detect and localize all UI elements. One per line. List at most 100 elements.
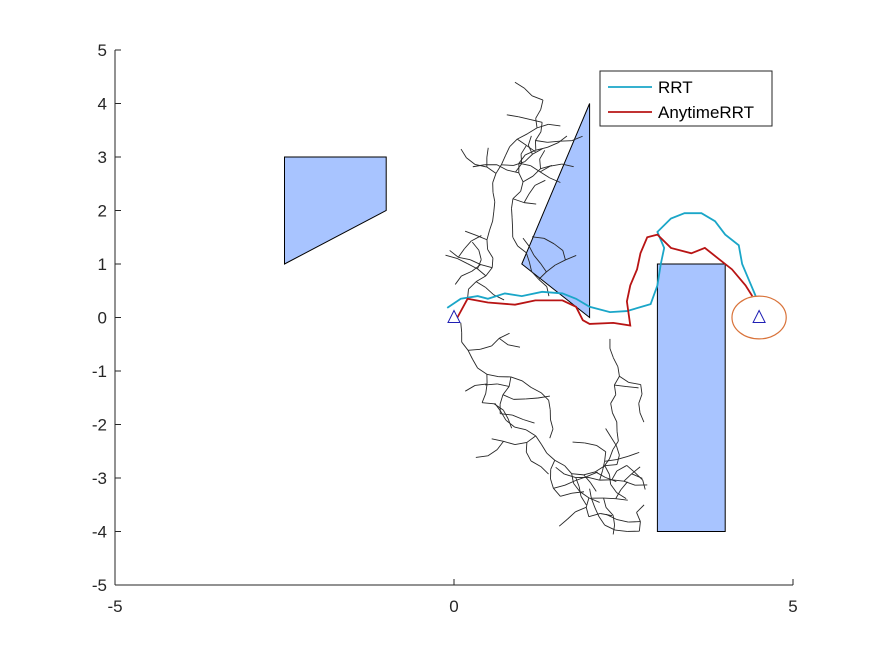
tree-edge (628, 382, 641, 385)
tree-edge (548, 123, 561, 127)
tree-edge (485, 383, 498, 386)
tree-edge (505, 146, 511, 156)
tree-edge (492, 173, 497, 183)
tree-edge (623, 473, 632, 482)
tree-edge (454, 275, 462, 285)
tree-edge (506, 114, 519, 118)
tree-edge (535, 109, 542, 119)
y-tick-label: 1 (98, 255, 107, 274)
tree-edge (631, 466, 641, 475)
tree-edge (610, 483, 618, 493)
tree-edge (471, 264, 481, 272)
tree-edge (533, 255, 541, 264)
tree-edge (508, 376, 512, 387)
goal-marker (752, 309, 766, 323)
tree-edge (540, 263, 547, 273)
y-tick-label: 4 (98, 95, 107, 114)
tree-edge (467, 350, 473, 360)
tree-edge (518, 172, 524, 183)
tree-edge (461, 270, 473, 277)
x-tick-label: 0 (449, 597, 458, 616)
tree-edge (514, 441, 527, 446)
tree-edge (575, 506, 587, 513)
tree-edge (565, 255, 577, 261)
tree-edge (567, 511, 576, 520)
tree-edge (491, 258, 494, 268)
legend-box (599, 70, 773, 127)
tree-edge (564, 473, 576, 478)
tree-edge (527, 135, 532, 146)
tree-edge (486, 147, 489, 158)
tree-edge (511, 198, 514, 209)
tree-edge (549, 163, 563, 167)
tree-edge (616, 492, 627, 499)
tree-edge (604, 465, 610, 475)
tree-edge (615, 445, 620, 456)
tree-edge (616, 455, 629, 461)
tree-edge (585, 507, 590, 517)
markers (447, 295, 787, 340)
tree-edge (539, 171, 550, 179)
tree-edge (535, 131, 542, 141)
y-tick-label: 3 (98, 148, 107, 167)
tree-edge (612, 440, 619, 450)
tree-edge (464, 230, 477, 236)
tree-edge (480, 264, 493, 269)
tree-edge (550, 419, 554, 430)
tree-edge (482, 402, 495, 405)
tree-edge (518, 154, 526, 164)
tree-edge (475, 275, 487, 283)
tree-edge (525, 429, 536, 437)
tree-edge (502, 386, 510, 395)
tree-edge (520, 181, 524, 192)
tree-edge (599, 470, 603, 481)
tree-edge (528, 185, 536, 195)
tree-edge (509, 138, 518, 147)
obstacle-1 (284, 156, 387, 265)
x-tick-label: 5 (788, 597, 797, 616)
tree-edge (615, 489, 622, 499)
tree-edge (531, 236, 545, 239)
tree-edge (530, 460, 542, 467)
tree-edge (550, 478, 554, 489)
tree-edge (468, 348, 481, 351)
tree-edge (530, 119, 543, 123)
tree-edge (571, 491, 585, 494)
legend-label-1: RRT (658, 78, 693, 97)
tree-edge (532, 148, 543, 155)
paths (446, 212, 757, 327)
series-line-2 (456, 233, 754, 327)
tree-edge (540, 466, 549, 475)
tree-edge (465, 385, 476, 392)
tree-edge (571, 135, 583, 142)
tree-edge (528, 246, 535, 256)
tree-edge (598, 516, 606, 526)
tree-edge (539, 150, 546, 160)
tree-edge (527, 127, 538, 135)
tree-edge (558, 518, 568, 527)
tree-edge (589, 488, 592, 499)
tree-edge (603, 458, 610, 468)
tree-edge (485, 383, 488, 394)
tree-edge (603, 497, 607, 508)
tree-edge (492, 211, 495, 222)
tree-edge (583, 474, 591, 484)
tree-edge (460, 148, 467, 158)
tree-edge (477, 268, 487, 277)
tree-edge (547, 140, 560, 143)
tree-edge (512, 190, 521, 200)
tree-edge (604, 459, 617, 462)
tree-edge (466, 157, 476, 165)
tree-edge (615, 498, 628, 501)
tree-edge (493, 201, 496, 212)
tree-edge (610, 394, 617, 404)
tree-edge (460, 322, 463, 333)
tree-edge (561, 163, 574, 168)
tree-edge (612, 412, 618, 423)
tree-edge (498, 332, 510, 339)
tree-edge (616, 465, 627, 472)
tree-edge (520, 154, 523, 164)
tree-edge (461, 341, 469, 351)
tree-edge (520, 145, 527, 155)
tree-edge (502, 394, 514, 400)
